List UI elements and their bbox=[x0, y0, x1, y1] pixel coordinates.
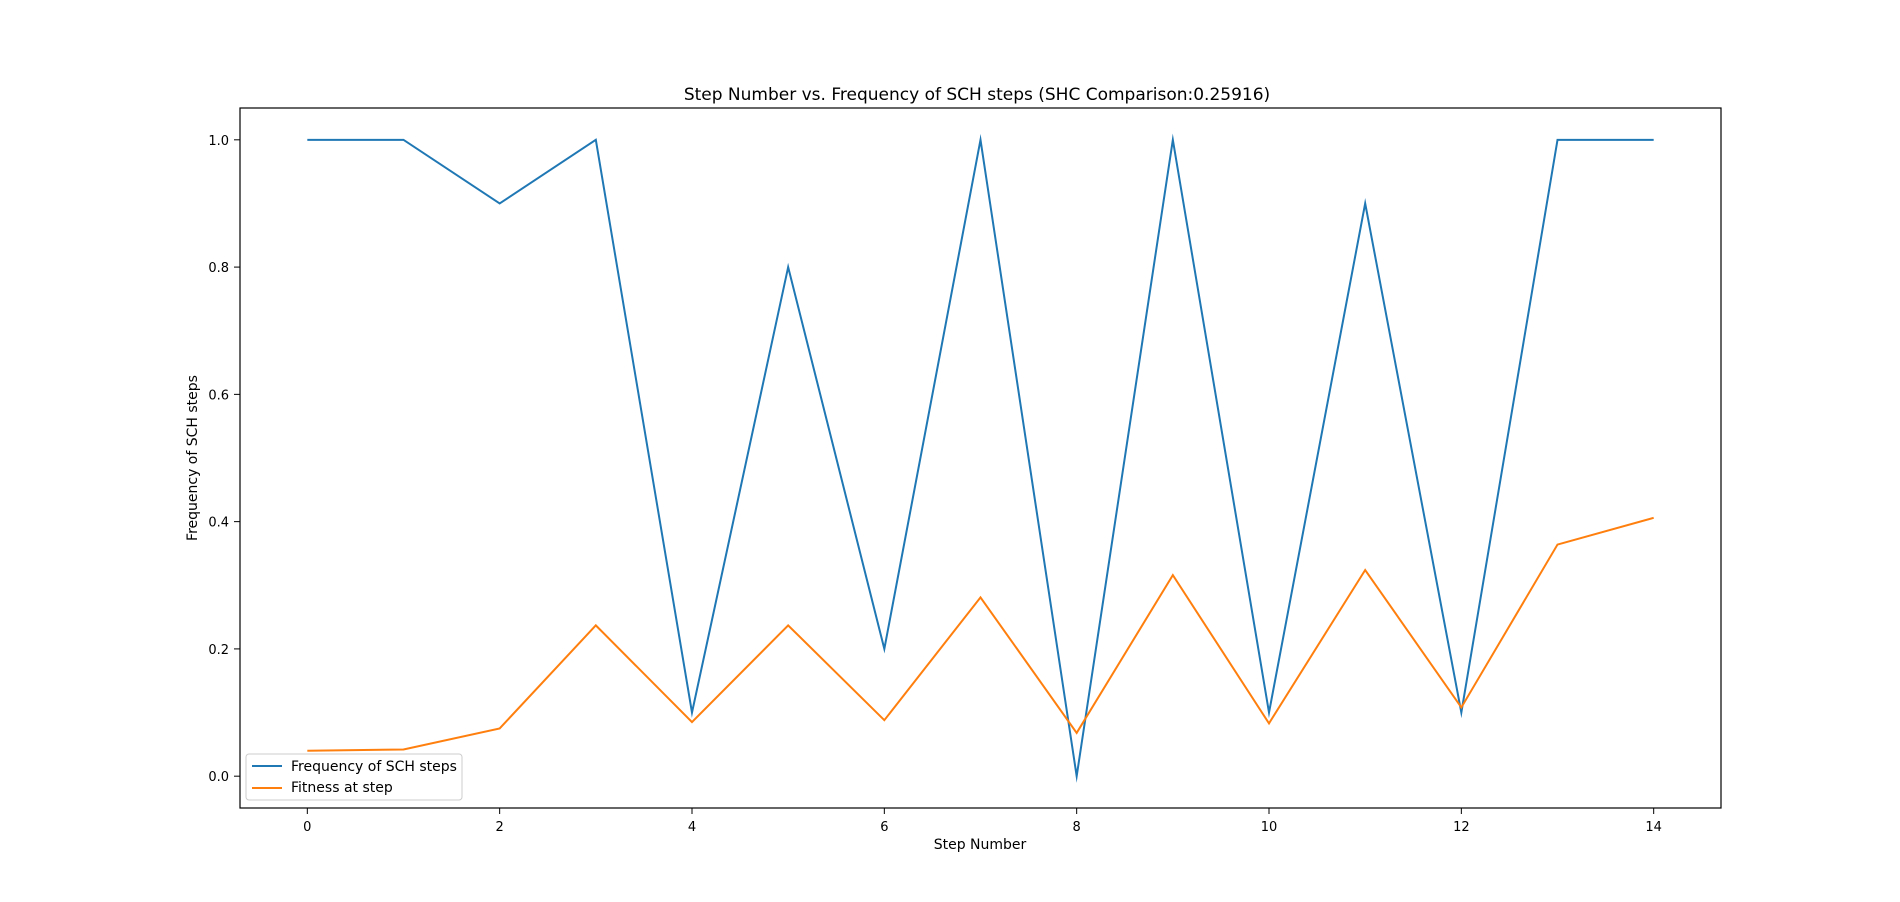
x-axis-ticks: 0 2 4 6 8 10 12 14 bbox=[303, 808, 1662, 835]
plot-area bbox=[240, 108, 1721, 808]
legend-label-fitness: Fitness at step bbox=[291, 780, 393, 796]
y-tick-label: 0.0 bbox=[208, 770, 229, 785]
plot-frame bbox=[239, 107, 1722, 809]
legend-box bbox=[245, 753, 463, 801]
x-axis-label: Step Number bbox=[934, 837, 1027, 853]
x-tick-label: 0 bbox=[303, 820, 311, 835]
x-tick-label: 2 bbox=[496, 820, 504, 835]
legend-label-frequency: Frequency of SCH steps bbox=[291, 759, 457, 775]
y-tick-label: 0.6 bbox=[208, 388, 229, 403]
y-axis-label: Frequency of SCH steps bbox=[185, 375, 201, 541]
series-layer bbox=[307, 133, 1654, 783]
x-tick-label: 14 bbox=[1645, 820, 1662, 835]
plot-frame-background bbox=[240, 108, 1721, 808]
series-line-fitness bbox=[307, 516, 1654, 752]
y-tick-label: 1.0 bbox=[208, 134, 229, 149]
legend: Frequency of SCH steps Fitness at step bbox=[245, 753, 463, 801]
y-tick-label: 0.2 bbox=[208, 643, 229, 658]
chart-title: Step Number vs. Frequency of SCH steps (… bbox=[684, 85, 1270, 105]
x-tick-label: 8 bbox=[1073, 820, 1081, 835]
x-tick-label: 4 bbox=[688, 820, 696, 835]
y-tick-label: 0.8 bbox=[208, 261, 229, 276]
x-tick-label: 12 bbox=[1453, 820, 1470, 835]
x-tick-label: 6 bbox=[880, 820, 888, 835]
y-tick-label: 0.4 bbox=[208, 516, 229, 531]
x-tick-label: 10 bbox=[1261, 820, 1278, 835]
series-line-frequency bbox=[307, 133, 1654, 783]
y-axis-ticks: 0.0 0.2 0.4 0.6 0.8 1.0 bbox=[208, 134, 240, 785]
